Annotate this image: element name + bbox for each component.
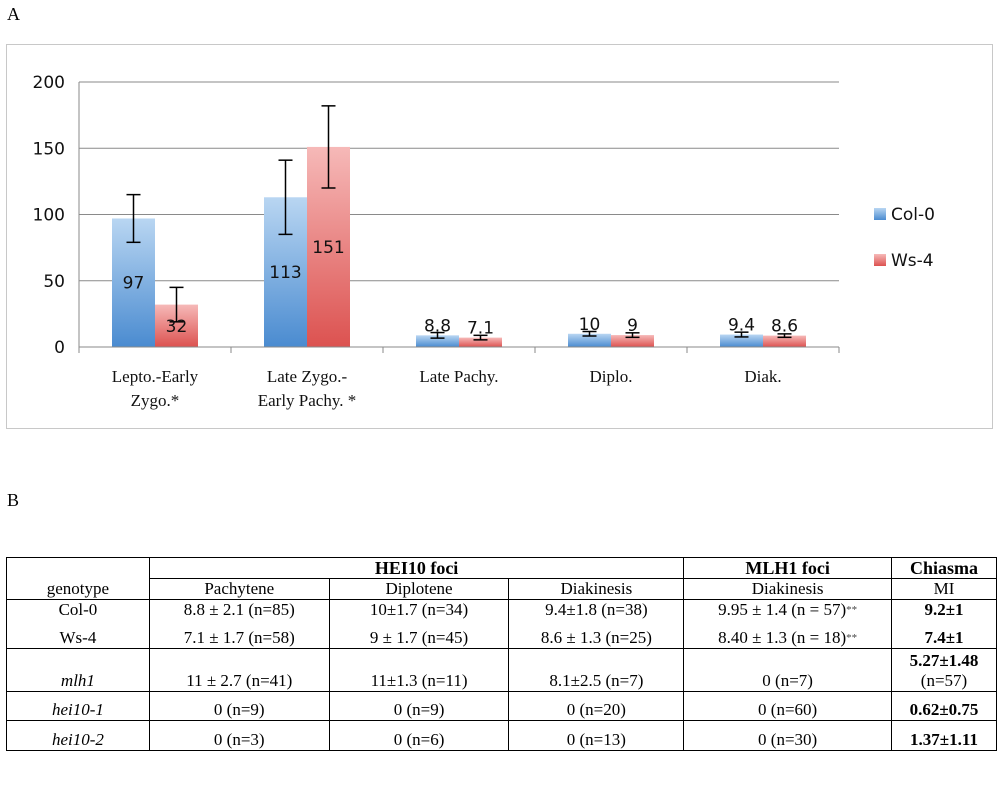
genotype-cell: Col-0 — [6, 599, 150, 620]
legend-swatch — [874, 208, 886, 220]
mi-cell: 0.62±0.75 — [891, 690, 997, 721]
bar — [416, 335, 459, 347]
table-row: Col-0 8.8 ± 2.1 (n=85) 10±1.7 (n=34) 9.4… — [6, 599, 997, 620]
pachytene-cell: 0 (n=9) — [148, 690, 330, 721]
diakinesis-header: Diakinesis — [508, 578, 685, 600]
genotype-header: genotype — [6, 578, 150, 600]
diplotene-cell: 11±1.3 (n=11) — [328, 647, 510, 692]
y-tick-label: 100 — [33, 206, 65, 226]
genotype-cell: hei10-2 — [6, 719, 150, 751]
x-tick-label: Late Zygo.- — [267, 367, 348, 386]
y-tick-label: 50 — [43, 272, 65, 292]
x-tick-label: Early Pachy. * — [258, 391, 357, 410]
x-tick-label: Zygo.* — [131, 391, 180, 410]
pachytene-cell: 0 (n=3) — [148, 719, 330, 751]
mlh1-cell: 8.40 ± 1.3 (n = 18)** — [683, 620, 893, 649]
mi-cell: 7.4±1 — [891, 620, 997, 649]
bar — [611, 335, 654, 347]
data-label: 97 — [123, 274, 145, 294]
data-label: 7.1 — [467, 319, 494, 339]
y-tick-label: 150 — [33, 139, 65, 159]
diplotene-cell: 9 ± 1.7 (n=45) — [328, 620, 510, 649]
diplotene-cell: 0 (n=9) — [328, 690, 510, 721]
mlh1-cell: 0 (n=60) — [683, 690, 893, 721]
mlh1-foci-header: MLH1 foci — [683, 557, 893, 579]
mlh1-cell: 0 (n=30) — [683, 719, 893, 751]
data-label: 8.8 — [424, 316, 451, 336]
error-bars — [126, 105, 792, 341]
legend-swatch — [874, 254, 886, 266]
mlh1-cell: 9.95 ± 1.4 (n = 57)** — [683, 599, 893, 620]
diakinesis-cell: 9.4±1.8 (n=38) — [508, 599, 685, 620]
mi-cell: 1.37±1.11 — [891, 719, 997, 751]
chart-frame: 97 32 113 151 8.8 7.1 10 9 9.4 8.6 0 50 100 150 200 Le… — [6, 44, 993, 429]
gridlines — [79, 81, 839, 282]
pachytene-header: Pachytene — [148, 578, 330, 600]
pachytene-cell: 11 ± 2.7 (n=41) — [148, 647, 330, 692]
legend-label: Ws-4 — [891, 251, 934, 271]
bar — [459, 337, 502, 347]
table-row: Ws-4 7.1 ± 1.7 (n=58) 9 ± 1.7 (n=45) 8.6… — [6, 620, 997, 649]
x-tick-label: Diplo. — [590, 367, 633, 386]
mi-cell: 5.27±1.48 (n=57) — [891, 647, 997, 692]
diplotene-cell: 10±1.7 (n=34) — [328, 599, 510, 620]
table-row: hei10-2 0 (n=3) 0 (n=6) 0 (n=13) 0 (n=30… — [6, 719, 997, 751]
genotype-cell: mlh1 — [6, 647, 150, 692]
legend: Col-0 Ws-4 — [874, 205, 935, 271]
bar — [568, 333, 611, 347]
significance-mark: ** — [846, 604, 858, 616]
table-row: hei10-1 0 (n=9) 0 (n=9) 0 (n=20) 0 (n=60… — [6, 690, 997, 721]
diakinesis-cell: 0 (n=13) — [508, 719, 685, 751]
table-row: mlh1 11 ± 2.7 (n=41) 11±1.3 (n=11) 8.1±2… — [6, 647, 997, 692]
data-label: 32 — [166, 317, 188, 337]
bar — [720, 334, 763, 347]
diplotene-header: Diplotene — [328, 578, 510, 600]
legend-label: Col-0 — [891, 205, 935, 225]
mi-header: MI — [891, 578, 997, 600]
table-group-header-row: HEI10 foci MLH1 foci Chiasma — [6, 557, 997, 579]
data-label: 8.6 — [771, 317, 798, 337]
diplotene-cell: 0 (n=6) — [328, 719, 510, 751]
chiasma-header: Chiasma — [891, 557, 997, 579]
x-tick-label: Lepto.-Early — [112, 367, 199, 386]
mlh1-cell: 0 (n=7) — [683, 647, 893, 692]
x-tick-label: Diak. — [744, 367, 781, 386]
y-tick-label: 0 — [54, 338, 65, 358]
y-tick-label: 200 — [33, 73, 65, 93]
genotype-cell: hei10-1 — [6, 690, 150, 721]
mi-n: (n=57) — [920, 670, 968, 690]
hei10-foci-header: HEI10 foci — [148, 557, 685, 579]
pachytene-cell: 8.8 ± 2.1 (n=85) — [148, 599, 330, 620]
significance-mark: ** — [846, 631, 858, 644]
mlh1-diakinesis-header: Diakinesis — [683, 578, 893, 600]
panel-b-label: B — [7, 490, 20, 510]
data-label: 113 — [269, 263, 301, 283]
mi-value: 5.27±1.48 — [909, 650, 979, 670]
data-label: 9 — [627, 316, 638, 336]
genotype-header-top — [6, 557, 150, 579]
diakinesis-cell: 8.1±2.5 (n=7) — [508, 647, 685, 692]
panel-a-label: A — [7, 4, 20, 24]
data-labels: 97 32 113 151 8.8 7.1 10 9 9.4 8.6 — [123, 238, 798, 339]
table-sub-header-row: genotype Pachytene Diplotene Diakinesis … — [6, 578, 997, 600]
mlh1-value: 8.40 ± 1.3 (n = 18) — [718, 627, 847, 647]
pachytene-cell: 7.1 ± 1.7 (n=58) — [148, 620, 330, 649]
diakinesis-cell: 0 (n=20) — [508, 690, 685, 721]
data-label: 9.4 — [728, 316, 755, 336]
mi-cell: 9.2±1 — [891, 599, 997, 620]
bars — [112, 146, 806, 347]
axes: 0 50 100 150 200 Lepto.-Early Zygo.* Late Zygo.… — [33, 73, 840, 410]
data-label: 10 — [579, 315, 601, 335]
foci-table: HEI10 foci MLH1 foci Chiasma genotype Pa… — [6, 557, 997, 751]
bar-chart: 97 32 113 151 8.8 7.1 10 9 9.4 8.6 0 50 100 150 200 Le… — [33, 73, 935, 410]
bar — [763, 335, 806, 347]
x-tick-label: Late Pachy. — [419, 367, 498, 386]
genotype-cell: Ws-4 — [6, 620, 150, 649]
mlh1-value: 9.95 ± 1.4 (n = 57) — [718, 600, 847, 619]
data-label: 151 — [312, 238, 344, 258]
diakinesis-cell: 8.6 ± 1.3 (n=25) — [508, 620, 685, 649]
